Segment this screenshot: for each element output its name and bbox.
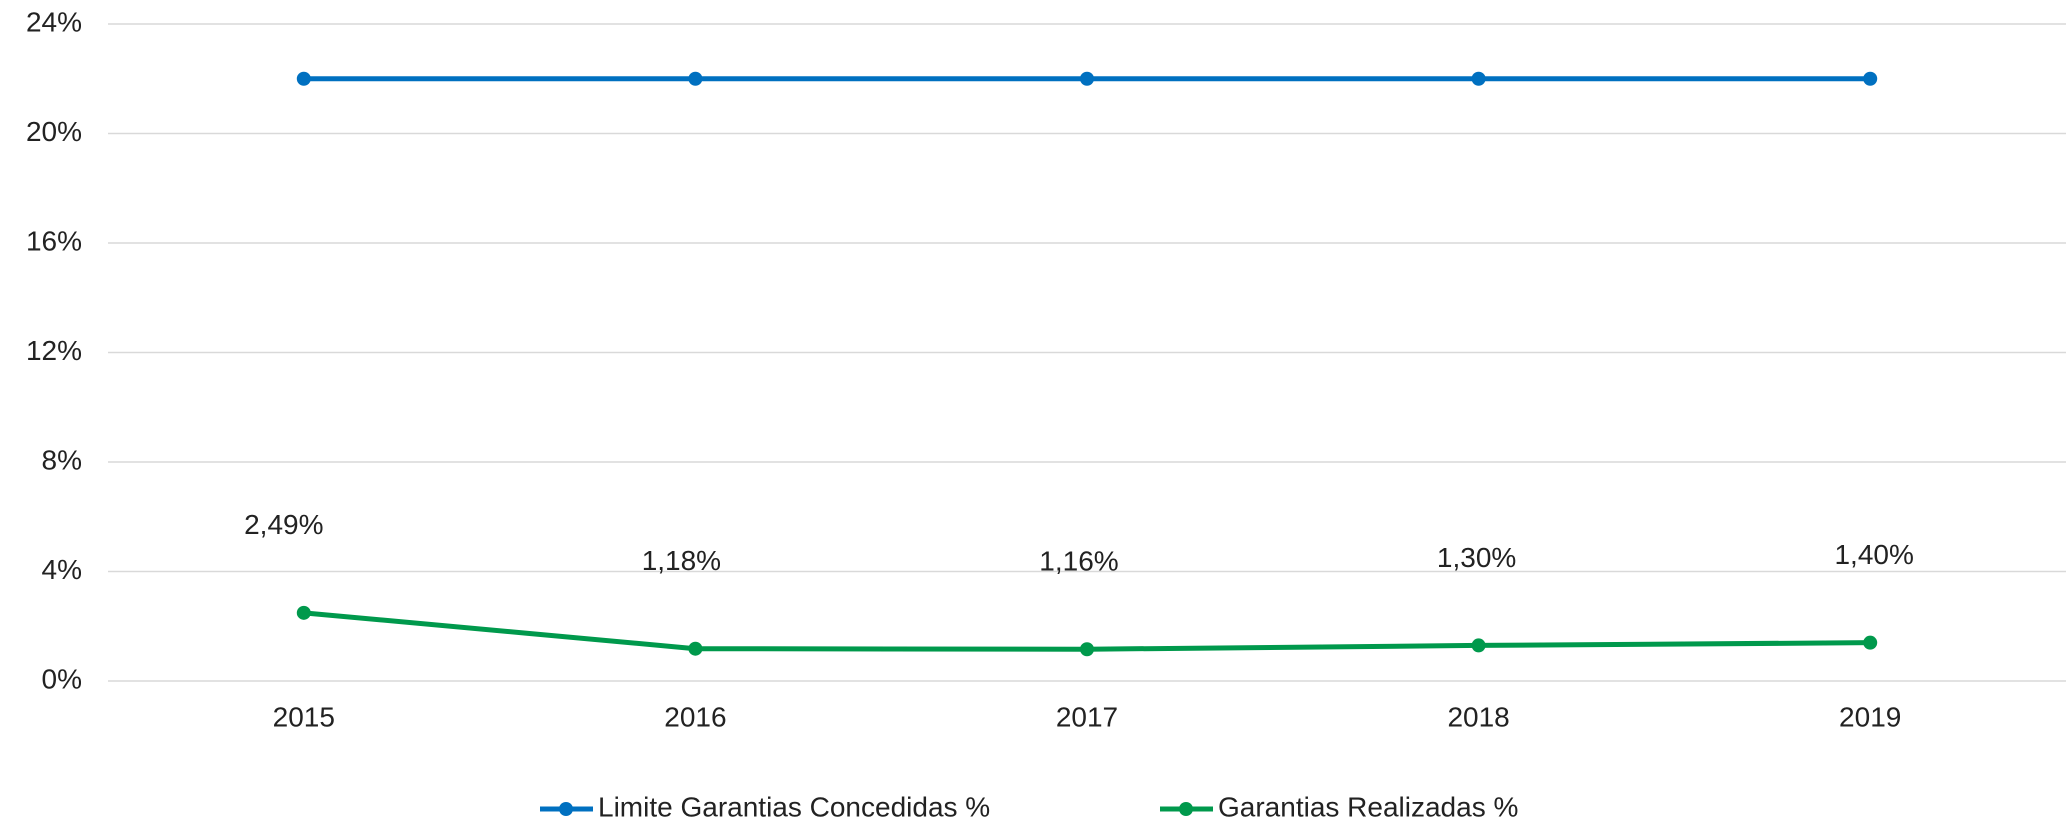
x-tick-label: 2015 [273,701,335,732]
point [296,71,311,86]
y-tick-label: 12% [26,335,82,366]
point [296,605,311,620]
point [1471,71,1486,86]
point [1863,71,1878,86]
point [688,641,703,656]
point [688,71,703,86]
y-tick-label: 16% [26,225,82,256]
data-label: 1,16% [1039,546,1118,577]
legend-label: Garantias Realizadas % [1218,791,1518,822]
y-tick-label: 4% [42,554,82,585]
legend-marker [559,802,573,816]
x-tick-label: 2018 [1447,701,1509,732]
x-tick-label: 2019 [1839,701,1901,732]
point [1863,635,1878,650]
data-label: 1,18% [642,545,721,576]
point [1080,642,1094,657]
data-label: 1,30% [1437,542,1516,573]
y-tick-label: 0% [42,663,82,694]
point [1080,71,1094,86]
x-tick-label: 2017 [1056,701,1118,732]
y-tick-label: 8% [42,444,82,475]
point [1471,638,1486,653]
data-label: 2,49% [244,509,323,540]
y-tick-label: 20% [26,116,82,147]
x-tick-label: 2016 [664,701,726,732]
legend-marker [1179,802,1193,816]
data-label: 1,40% [1834,539,1913,570]
legend-label: Limite Garantias Concedidas % [598,791,990,822]
y-tick-label: 24% [26,6,82,37]
